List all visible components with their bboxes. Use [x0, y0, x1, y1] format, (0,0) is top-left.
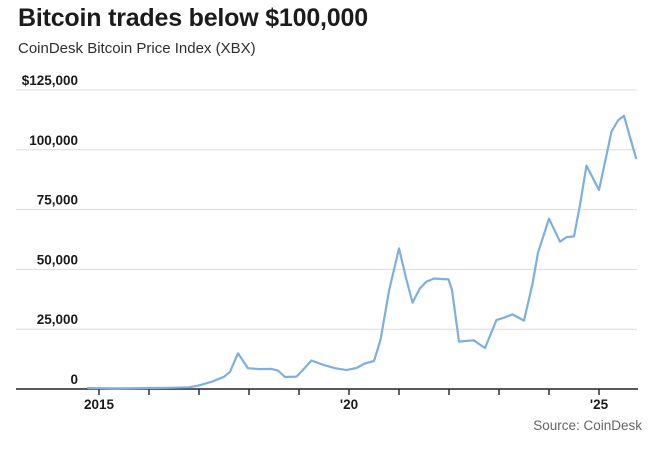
y-tick-label: 0 — [70, 372, 78, 387]
y-tick-label: $125,000 — [22, 73, 78, 88]
chart-subtitle: CoinDesk Bitcoin Price Index (XBX) — [18, 40, 256, 57]
price-line — [86, 114, 638, 390]
chart-title: Bitcoin trades below $100,000 — [18, 4, 368, 32]
y-tick-label: 75,000 — [37, 193, 78, 208]
y-tick-label: 50,000 — [37, 252, 78, 267]
x-tick-label: 2015 — [84, 397, 115, 412]
x-tick-label: '25 — [590, 397, 609, 412]
source-label: Source: CoinDesk — [533, 418, 642, 433]
y-tick-label: 25,000 — [37, 312, 78, 327]
x-tick-label: '20 — [340, 397, 358, 412]
y-tick-label: 100,000 — [29, 133, 78, 148]
